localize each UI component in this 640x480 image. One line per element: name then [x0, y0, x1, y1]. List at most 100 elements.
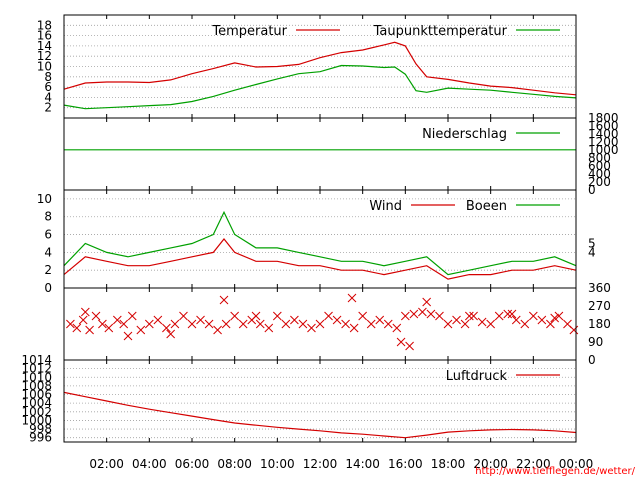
y-tick-label: 1000 [21, 413, 52, 427]
wind-direction-point [112, 315, 122, 325]
y-tick-label: 996 [29, 431, 52, 445]
wind-direction-point [405, 341, 414, 351]
wind-direction-point [213, 325, 222, 335]
legend-label: Luftdruck [446, 369, 508, 384]
x-tick-label: 18:00 [431, 457, 466, 471]
y-tick-label: 10 [37, 60, 52, 74]
wind-direction-point [251, 311, 261, 321]
wind-direction-point [569, 325, 579, 335]
wind-direction-point [332, 315, 342, 325]
wind-direction-point [341, 319, 350, 329]
wind-direction-point [546, 319, 555, 329]
y-tick-label: 8 [44, 210, 52, 224]
series-line-boeen [63, 210, 577, 276]
y-tick-label: 4 [44, 245, 52, 259]
wind-direction-point [392, 323, 402, 333]
wind-direction-point [187, 319, 197, 329]
y-tick-label-right: 800 [588, 151, 611, 165]
panel-frame [63, 359, 577, 443]
y-tick-label-right: 0 [588, 183, 596, 197]
wind-direction-point [72, 323, 82, 333]
wind-direction-point [358, 311, 368, 321]
y-tick-label-right: 180 [588, 317, 611, 331]
y-tick-label-right: 360 [588, 281, 611, 295]
y-tick-label-right: 600 [588, 159, 611, 173]
wind-direction-point [537, 315, 547, 325]
wind-direction-point [78, 315, 88, 325]
wind-direction-point [221, 319, 231, 329]
wind-direction-point [272, 311, 282, 321]
wind-direction-point [136, 325, 146, 335]
wind-direction-point [383, 319, 393, 329]
wind-direction-point [307, 323, 316, 333]
wind-direction-point [91, 311, 101, 321]
y-tick-label-right: 1400 [588, 127, 619, 141]
x-tick-label: 06:00 [175, 457, 210, 471]
wind-direction-point [477, 317, 487, 327]
x-tick-label: 16:00 [388, 457, 423, 471]
y-tick-label: 8 [44, 70, 52, 84]
series-line-wind [63, 238, 577, 280]
wind-direction-point [528, 311, 538, 321]
wind-direction-point [464, 311, 474, 321]
wind-direction-point [153, 315, 163, 325]
wind-direction-point [162, 323, 171, 333]
y-tick-label-right: 1800 [588, 111, 619, 125]
y-tick-label-right: 1200 [588, 135, 619, 149]
wind-direction-point [66, 319, 75, 329]
y-tick-label-right: 400 [588, 167, 611, 181]
x-tick-label: 08:00 [217, 457, 252, 471]
y-tick-label: 2 [44, 263, 52, 277]
series-line-taupunkttemperatur [63, 64, 577, 110]
wind-direction-point [366, 319, 376, 329]
y-tick-label: 1010 [21, 370, 52, 384]
wind-direction-point [418, 307, 427, 317]
y-tick-label: 998 [29, 422, 52, 436]
wind-direction-point [315, 319, 325, 329]
wind-direction-point [144, 319, 154, 329]
wind-direction-point [298, 319, 308, 329]
y-tick-label-right: 1600 [588, 119, 619, 133]
wind-direction-point [324, 311, 333, 321]
wind-direction-point [422, 297, 432, 307]
wind-direction-point [520, 319, 530, 329]
y-tick-label: 6 [44, 228, 52, 242]
wind-direction-point [550, 313, 560, 323]
wind-direction-point [511, 315, 521, 325]
wind-direction-point [196, 315, 205, 325]
y-tick-label-right: 0 [588, 353, 596, 367]
wind-direction-point [494, 311, 504, 321]
y-tick-label: 1006 [21, 388, 52, 402]
y-tick-label-right: 4 [588, 245, 596, 259]
wind-direction-point [119, 319, 129, 329]
wind-direction-point [375, 315, 385, 325]
legend-label: Niederschlag [422, 127, 507, 142]
legend-label: Taupunkttemperatur [373, 24, 508, 39]
wind-direction-point [409, 309, 419, 319]
wind-direction-point [170, 319, 180, 329]
wind-direction-point [281, 319, 291, 329]
credit-link[interactable]: http://www.tiefflegen.de/wetter/ [475, 466, 635, 477]
y-tick-label: 14 [37, 39, 52, 53]
wind-direction-point [98, 319, 107, 329]
wind-direction-point [486, 319, 496, 329]
wind-direction-point [469, 311, 478, 321]
y-tick-label: 18 [37, 18, 52, 32]
wind-direction-point [452, 315, 461, 325]
legend-label: Temperatur [211, 24, 287, 39]
wind-direction-point [179, 311, 188, 321]
wind-direction-point [503, 309, 513, 319]
y-tick-label: 2 [44, 101, 52, 115]
series-line-luftdruck [63, 391, 577, 439]
wind-direction-point [349, 323, 359, 333]
x-tick-label: 22:00 [516, 457, 551, 471]
y-tick-label: 1008 [21, 379, 52, 393]
wind-direction-point [230, 311, 240, 321]
y-tick-label-right: 1000 [588, 143, 619, 157]
wind-direction-point [85, 325, 94, 335]
wind-direction-point [554, 311, 564, 321]
y-tick-label: 0 [44, 281, 52, 295]
y-tick-label: 12 [37, 49, 52, 63]
legend-label: Boeen [466, 199, 507, 214]
